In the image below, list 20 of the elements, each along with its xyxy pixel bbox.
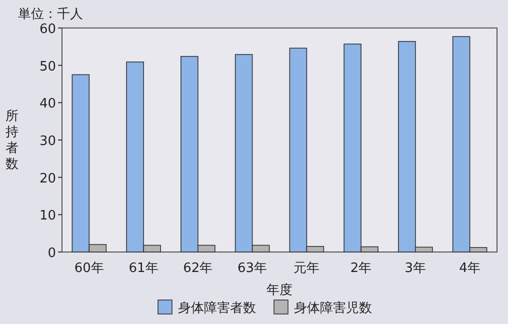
x-tick-label: 63年 xyxy=(238,261,268,276)
y-tick-label: 60 xyxy=(39,22,56,37)
x-tick-label: 60年 xyxy=(74,261,104,276)
y-axis-title: 所持者数 xyxy=(6,109,18,172)
y-tick-label: 30 xyxy=(39,134,56,149)
x-tick-label: 3年 xyxy=(404,261,426,276)
y-tick-label: 20 xyxy=(39,171,56,186)
x-axis-title: 年度 xyxy=(266,282,292,298)
y-tick-label: 50 xyxy=(39,59,56,74)
legend-label: 身体障害児数 xyxy=(294,300,372,316)
x-tick-label: 2年 xyxy=(350,261,372,276)
x-tick-label: 4年 xyxy=(459,261,480,276)
y-tick-label: 40 xyxy=(39,96,56,112)
x-tick-label: 62年 xyxy=(183,261,213,276)
x-tick-label: 元年 xyxy=(294,261,320,276)
y-tick-label: 10 xyxy=(39,208,56,224)
x-tick-label: 61年 xyxy=(128,261,158,276)
chart-title: 単位：千人 xyxy=(18,7,83,22)
legend-label: 身体障害者数 xyxy=(178,300,256,316)
y-tick-label: 0 xyxy=(48,246,56,261)
